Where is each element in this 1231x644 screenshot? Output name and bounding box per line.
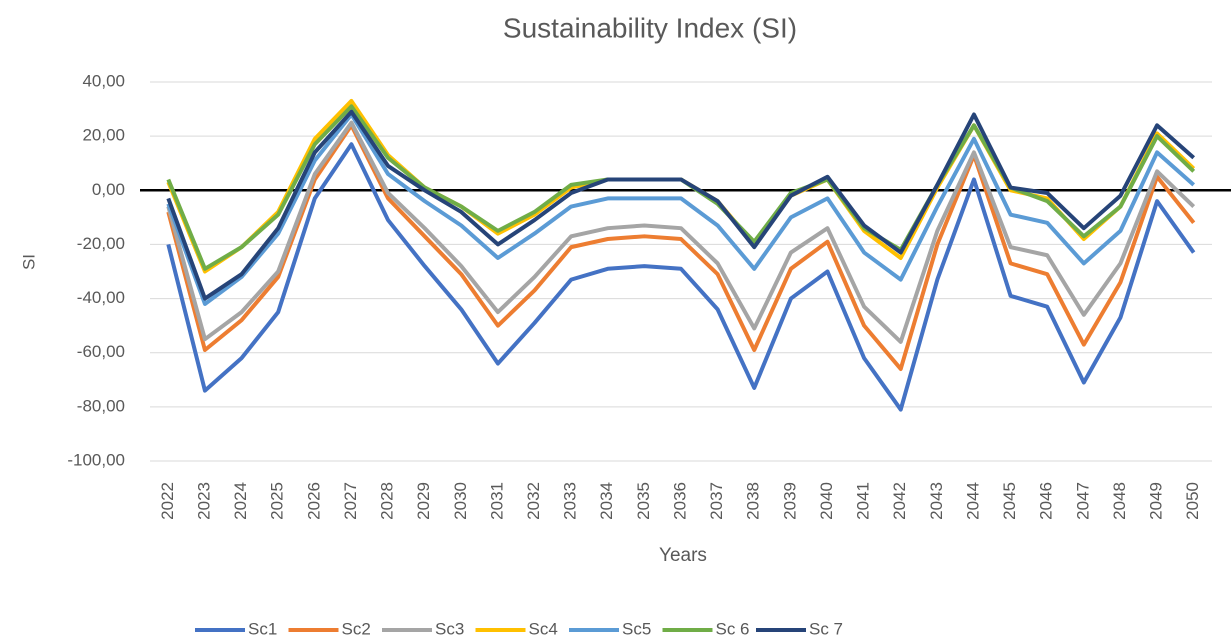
x-tick-label: 2024 xyxy=(231,482,250,520)
x-tick-label: 2042 xyxy=(890,482,909,520)
y-tick-label: 40,00 xyxy=(82,71,125,90)
x-tick-label: 2039 xyxy=(780,482,799,520)
x-tick-label: 2035 xyxy=(634,482,653,520)
legend-label: Sc1 xyxy=(248,619,277,638)
legend-label: Sc 6 xyxy=(716,619,750,638)
x-tick-label: 2040 xyxy=(817,482,836,520)
legend-label: Sc3 xyxy=(435,619,464,638)
x-tick-label: 2043 xyxy=(927,482,946,520)
y-tick-label: -40,00 xyxy=(77,288,125,307)
y-tick-label: -60,00 xyxy=(77,342,125,361)
x-tick-label: 2032 xyxy=(524,482,543,520)
chart-title: Sustainability Index (SI) xyxy=(503,12,797,43)
x-tick-label: 2046 xyxy=(1037,482,1056,520)
x-tick-label: 2037 xyxy=(707,482,726,520)
x-tick-label: 2049 xyxy=(1147,482,1166,520)
legend-label: Sc5 xyxy=(622,619,651,638)
x-tick-label: 2033 xyxy=(561,482,580,520)
x-tick-label: 2034 xyxy=(597,482,616,520)
series-line xyxy=(166,120,1196,344)
series-line xyxy=(166,109,1196,301)
legend-label: Sc 7 xyxy=(809,619,843,638)
y-tick-label: -80,00 xyxy=(77,396,125,415)
x-tick-label: 2030 xyxy=(451,482,470,520)
x-tick-label: 2044 xyxy=(963,482,982,520)
x-tick-label: 2045 xyxy=(1000,482,1019,520)
x-tick-label: 2031 xyxy=(487,482,506,520)
x-tick-label: 2050 xyxy=(1183,482,1202,520)
legend-label: Sc4 xyxy=(529,619,558,638)
x-tick-label: 2038 xyxy=(744,482,763,520)
y-tick-label: 20,00 xyxy=(82,126,125,145)
x-tick-label: 2028 xyxy=(378,482,397,520)
x-tick-label: 2025 xyxy=(268,482,287,520)
series-line xyxy=(166,123,1196,371)
y-axis-label: SI xyxy=(19,254,38,270)
y-tick-label: -20,00 xyxy=(77,234,125,253)
x-tick-label: 2023 xyxy=(194,482,213,520)
x-tick-label: 2047 xyxy=(1073,482,1092,520)
y-tick-label: -100,00 xyxy=(67,450,125,469)
x-tick-label: 2048 xyxy=(1110,482,1129,520)
series-line xyxy=(166,142,1196,412)
x-axis-label: Years xyxy=(659,545,707,566)
legend-label: Sc2 xyxy=(342,619,371,638)
series-line xyxy=(166,112,1196,306)
x-tick-label: 2027 xyxy=(341,482,360,520)
x-tick-label: 2022 xyxy=(158,482,177,520)
y-tick-label: 0,00 xyxy=(92,180,125,199)
x-tick-label: 2026 xyxy=(304,482,323,520)
x-tick-label: 2041 xyxy=(854,482,873,520)
x-tick-label: 2036 xyxy=(670,482,689,520)
x-tick-label: 2029 xyxy=(414,482,433,520)
